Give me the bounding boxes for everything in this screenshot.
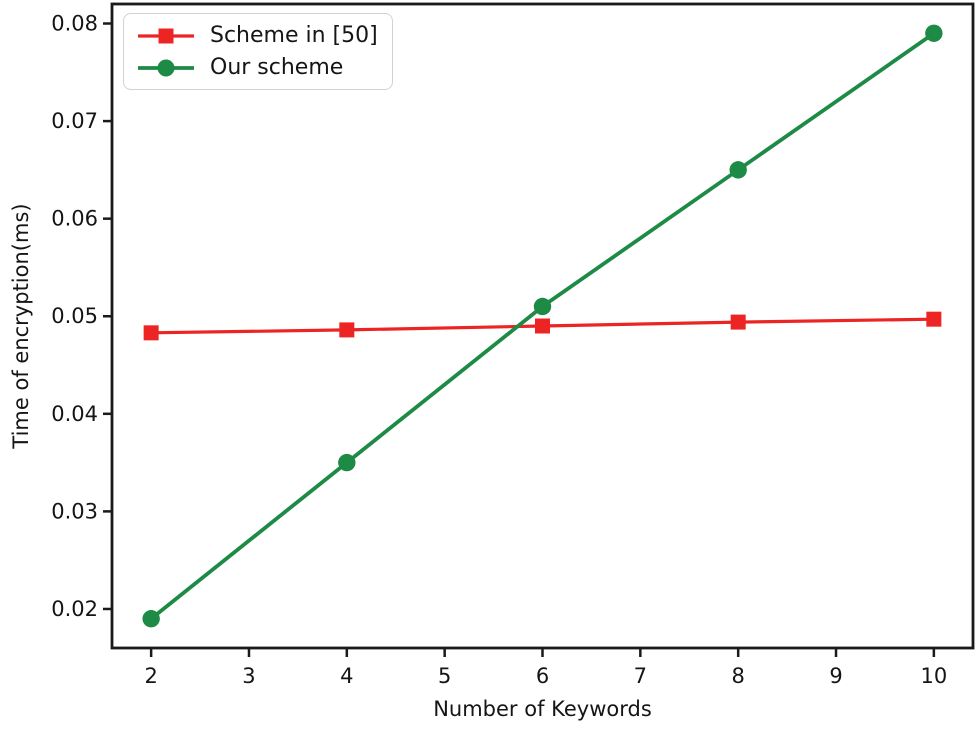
data-point-circle (925, 24, 943, 42)
legend-label-our-scheme: Our scheme (210, 55, 344, 80)
y-tick-label: 0.05 (51, 304, 98, 328)
data-point-circle (338, 453, 356, 472)
y-tick-label: 0.04 (51, 402, 98, 426)
y-tick-label: 0.03 (51, 499, 98, 523)
x-tick-label: 5 (438, 664, 451, 688)
x-tick-label: 2 (144, 664, 157, 688)
y-tick-label: 0.07 (51, 109, 98, 133)
x-tick-label: 4 (340, 664, 353, 688)
x-tick-label: 9 (829, 664, 842, 688)
legend-red-square-marker-icon (138, 28, 194, 43)
x-tick-label: 8 (731, 664, 744, 688)
x-tick-label: 7 (634, 664, 647, 688)
x-axis-title: Number of Keywords (433, 697, 652, 721)
x-tick-label: 6 (536, 664, 549, 688)
y-tick-label: 0.08 (51, 12, 98, 36)
legend-label-scheme-50: Scheme in [50] (210, 23, 378, 48)
data-point-circle (729, 161, 747, 179)
data-point-square (730, 314, 746, 330)
plot-area-border (110, 2, 975, 650)
y-tick-label: 0.06 (51, 207, 98, 231)
data-point-circle (533, 297, 552, 316)
legend-marker-0 (158, 28, 174, 43)
y-axis-title: Time of encryption(ms) (9, 203, 33, 449)
data-point-square (535, 318, 550, 334)
x-tick-label: 10 (920, 664, 947, 688)
legend-green-circle-marker-icon (138, 59, 194, 76)
data-point-square (339, 322, 355, 338)
legend-marker-1 (157, 59, 175, 76)
legend-item-our-scheme: Our scheme (137, 55, 392, 80)
legend-item-scheme-50: Scheme in [50] (137, 23, 392, 48)
data-point-circle (142, 610, 160, 628)
y-tick-label: 0.02 (51, 597, 98, 621)
data-point-square (926, 311, 942, 327)
data-point-square (143, 325, 159, 341)
x-tick-label: 3 (242, 664, 255, 688)
legend: Scheme in [50] Our scheme (123, 13, 393, 90)
